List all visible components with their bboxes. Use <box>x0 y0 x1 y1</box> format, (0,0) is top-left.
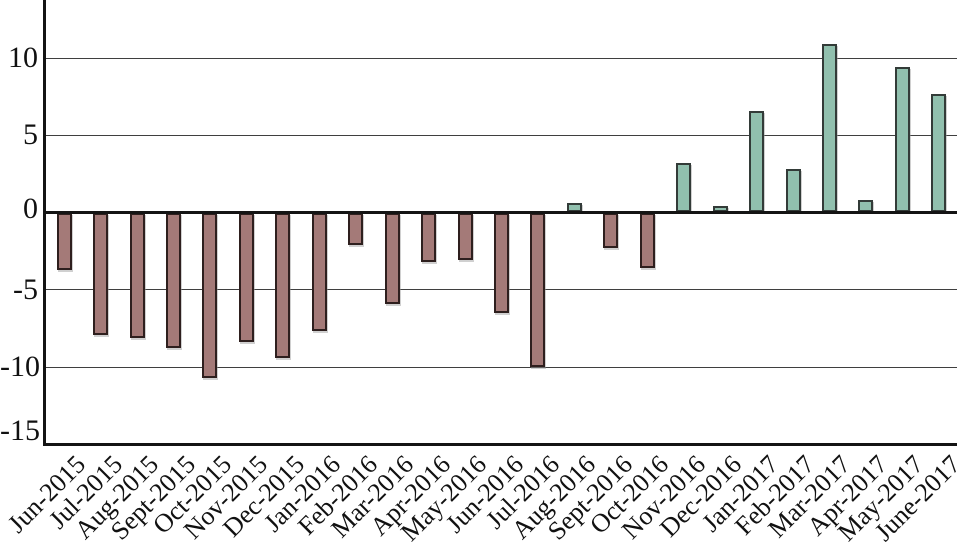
bar-Oct-2015 <box>202 212 218 378</box>
bar-Dec-2015 <box>275 212 291 358</box>
y-axis-line <box>43 0 46 446</box>
gridline <box>46 57 957 59</box>
bar-Apr-2016 <box>421 212 437 262</box>
bar-Jul-2016 <box>530 212 546 367</box>
bar-Sept-2015 <box>166 212 182 349</box>
bar-May-2017 <box>894 67 910 213</box>
plot-area <box>43 0 957 446</box>
gridline <box>46 134 957 136</box>
bar-Mar-2016 <box>384 212 400 304</box>
y-axis-label: -5 <box>13 272 38 306</box>
bar-Jan-2017 <box>749 110 765 213</box>
bar-Jun-2016 <box>494 212 509 313</box>
bar-May-2016 <box>457 212 473 261</box>
bar-Feb-2017 <box>785 169 801 213</box>
y-axis-label: 0 <box>23 191 38 225</box>
bar-Nov-2015 <box>238 212 254 343</box>
y-axis-label: 10 <box>8 41 38 74</box>
bar-Aug-2015 <box>129 212 145 338</box>
zero-line <box>46 211 957 214</box>
bar-Feb-2016 <box>348 212 364 245</box>
bar-Sept-2016 <box>603 212 619 249</box>
bar-Jun-2015 <box>56 212 72 270</box>
gridline <box>46 366 957 368</box>
bar-Mar-2017 <box>821 44 837 213</box>
y-axis-label: 5 <box>23 118 38 152</box>
bar-Oct-2016 <box>639 212 655 269</box>
y-axis-label: -10 <box>0 350 40 383</box>
bar-Nov-2016 <box>676 163 692 213</box>
bar-Jul-2015 <box>93 212 109 335</box>
bar-June-2017 <box>931 93 947 213</box>
y-axis-label: -15 <box>0 414 40 448</box>
x-axis-line <box>43 443 957 446</box>
bar-Jan-2016 <box>311 212 327 332</box>
